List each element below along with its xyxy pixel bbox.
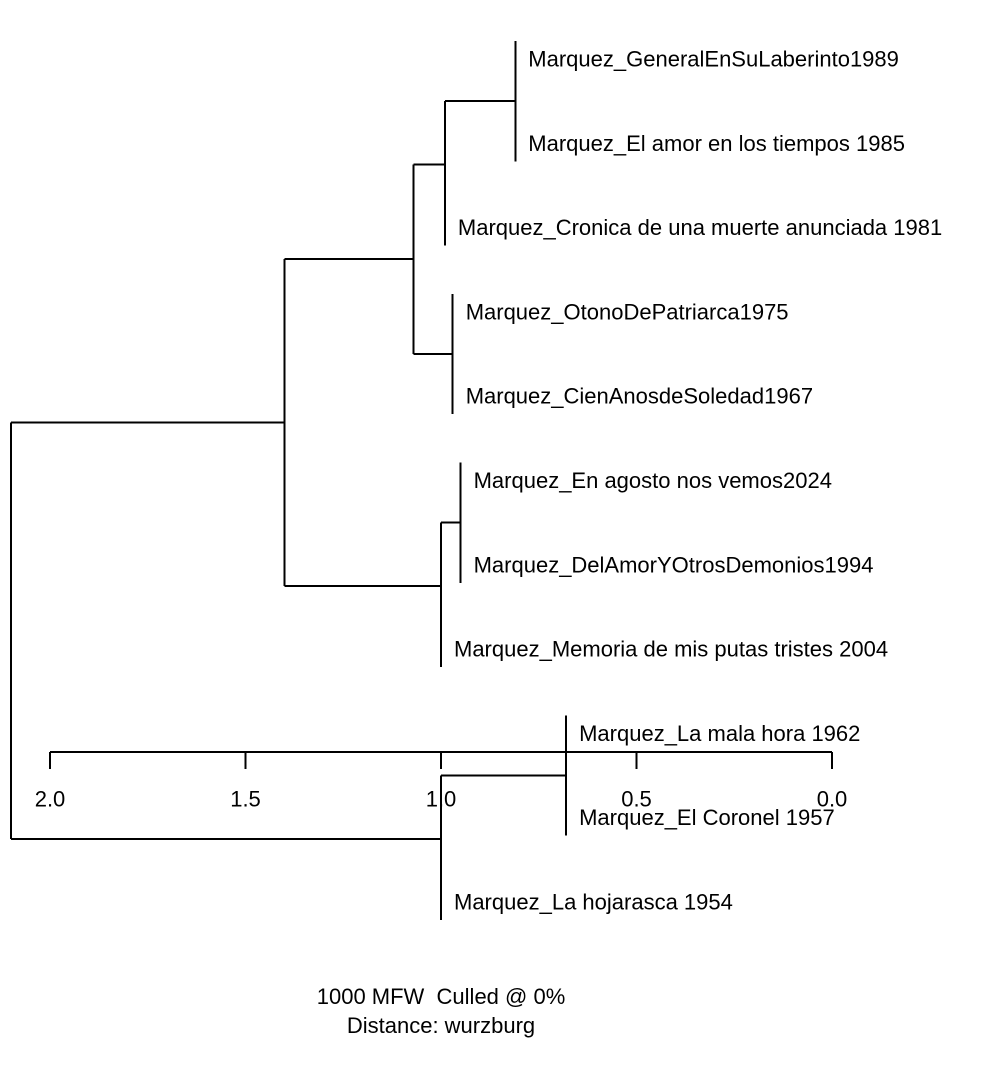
leaf-label: Marquez_CienAnosdeSoledad1967	[466, 384, 813, 409]
axis-tick-label: 1.5	[230, 787, 261, 812]
leaf-label: Marquez_En agosto nos vemos2024	[474, 468, 832, 493]
dendrogram-tree: Marquez_GeneralEnSuLaberinto1989 Marquez_…	[9, 41, 942, 920]
leaf-label: Marquez_OtonoDePatriarca1975	[466, 299, 789, 324]
distance-axis: 2.0 1.5 1.0 0.5 0.0	[35, 751, 848, 812]
axis-tick-label: 0.0	[817, 787, 848, 812]
caption-line-1: 1000 MFW Culled @ 0%	[317, 984, 566, 1009]
leaf-label: Marquez_Cronica de una muerte anunciada …	[458, 215, 942, 240]
leaf-label: Marquez_La hojarasca 1954	[454, 890, 733, 915]
leaf-label: Marquez_La mala hora 1962	[579, 721, 860, 746]
axis-tick-label: 2.0	[35, 787, 66, 812]
leaf-label: Marquez_GeneralEnSuLaberinto1989	[528, 47, 899, 72]
leaf-label: Marquez_El amor en los tiempos 1985	[528, 131, 905, 156]
caption-line-2: Distance: wurzburg	[347, 1013, 535, 1038]
axis-tick-label: 1.0	[426, 787, 457, 812]
leaf-label: Marquez_Memoria de mis putas tristes 200…	[454, 637, 888, 662]
leaf-label: Marquez_DelAmorYOtrosDemonios1994	[474, 552, 874, 577]
leaf-label: Marquez_El Coronel 1957	[579, 805, 835, 830]
axis-tick-label: 0.5	[621, 787, 652, 812]
